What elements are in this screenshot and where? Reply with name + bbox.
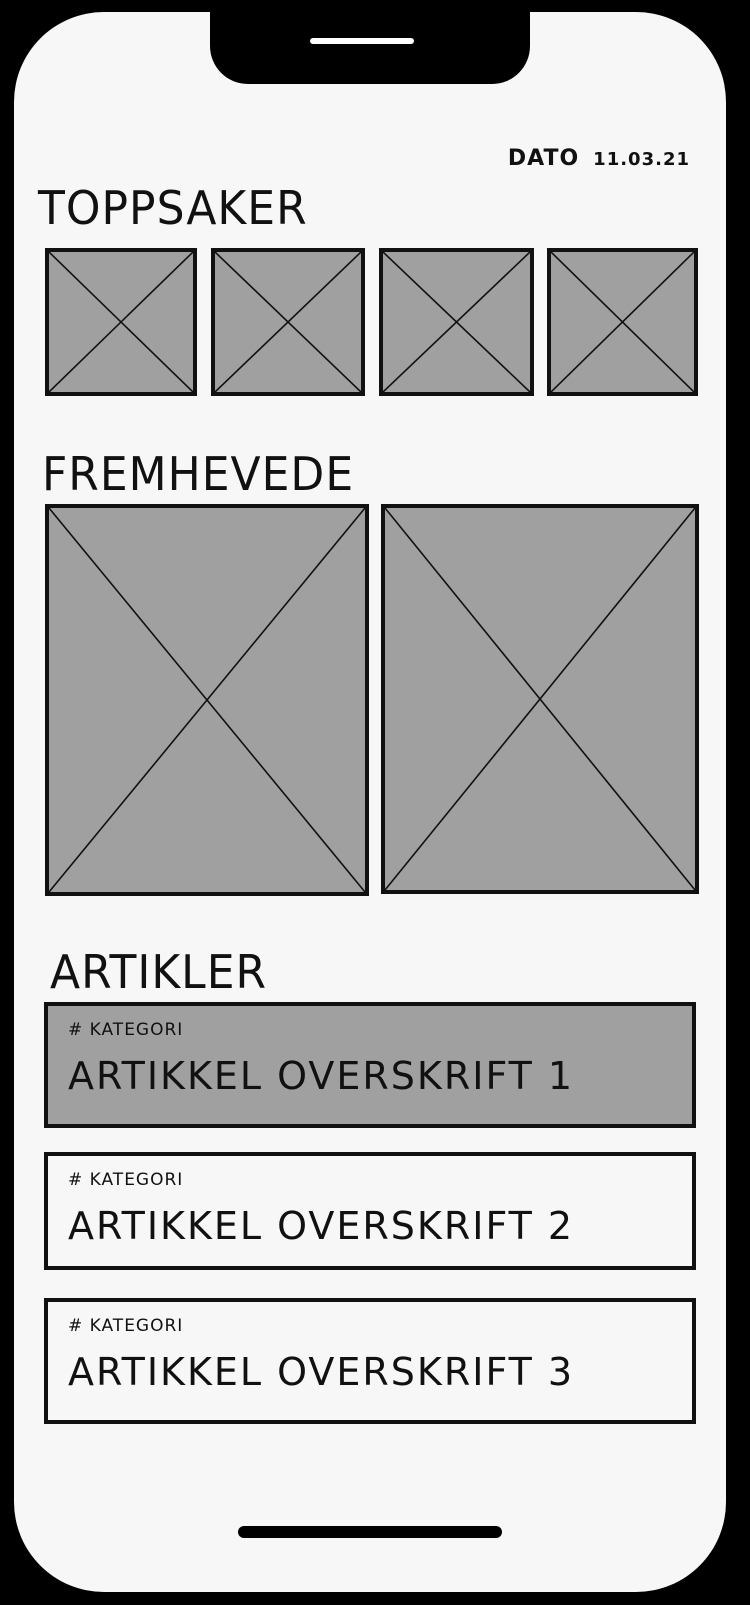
image-placeholder-icon xyxy=(215,252,361,392)
article-category: # KATEGORI xyxy=(68,1170,184,1190)
article-card-1[interactable]: # KATEGORI ARTIKKEL OVERSKRIFT 1 xyxy=(44,1002,696,1128)
article-headline: ARTIKKEL OVERSKRIFT 3 xyxy=(68,1350,575,1394)
section-title-top-stories: TOPPSAKER xyxy=(38,182,308,236)
date-display: DATO 11.03.21 xyxy=(508,146,690,171)
notch xyxy=(210,12,530,84)
image-placeholder-icon xyxy=(49,508,365,892)
featured-image-1[interactable] xyxy=(45,504,369,896)
article-card-3[interactable]: # KATEGORI ARTIKKEL OVERSKRIFT 3 xyxy=(44,1298,696,1424)
date-value: 11.03.21 xyxy=(593,149,690,170)
speaker-grille xyxy=(310,38,414,44)
article-headline: ARTIKKEL OVERSKRIFT 2 xyxy=(68,1204,575,1248)
image-placeholder-icon xyxy=(49,252,193,392)
article-card-2[interactable]: # KATEGORI ARTIKKEL OVERSKRIFT 2 xyxy=(44,1152,696,1270)
image-placeholder-icon xyxy=(383,252,530,392)
top-story-image-2[interactable] xyxy=(211,248,365,396)
article-headline: ARTIKKEL OVERSKRIFT 1 xyxy=(68,1054,575,1098)
top-story-image-3[interactable] xyxy=(379,248,534,396)
top-story-image-4[interactable] xyxy=(547,248,698,396)
article-category: # KATEGORI xyxy=(68,1020,184,1040)
featured-image-2[interactable] xyxy=(381,504,699,894)
home-indicator[interactable] xyxy=(238,1526,502,1538)
screen: DATO 11.03.21 TOPPSAKER FREMHEVEDE ARTIKL… xyxy=(14,12,726,1592)
section-title-featured: FREMHEVEDE xyxy=(42,448,355,502)
date-label: DATO xyxy=(507,146,580,171)
image-placeholder-icon xyxy=(551,252,694,392)
section-title-articles: ARTIKLER xyxy=(50,946,268,1000)
top-story-image-1[interactable] xyxy=(45,248,197,396)
article-category: # KATEGORI xyxy=(68,1316,184,1336)
image-placeholder-icon xyxy=(385,508,695,890)
